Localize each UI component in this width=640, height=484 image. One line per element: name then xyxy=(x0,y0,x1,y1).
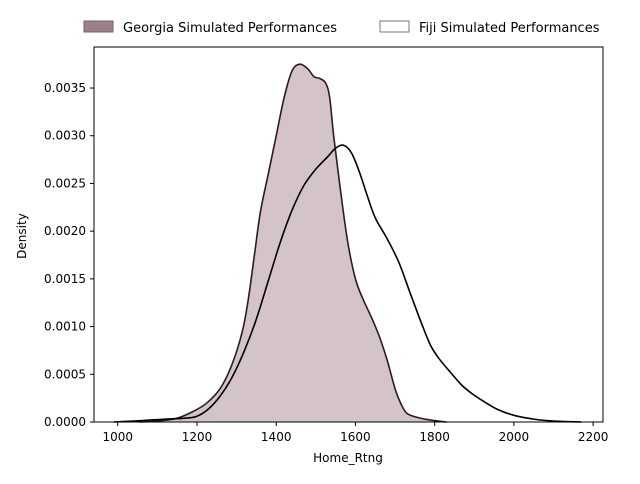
x-tick-label: 2000 xyxy=(499,430,530,444)
y-axis-label: Density xyxy=(15,213,29,259)
x-tick-label: 1800 xyxy=(419,430,450,444)
x-tick-label: 1200 xyxy=(182,430,213,444)
legend-swatch-fiji xyxy=(380,21,409,32)
x-tick-label: 1000 xyxy=(102,430,133,444)
y-tick-label: 0.0035 xyxy=(44,81,86,95)
y-tick-label: 0.0010 xyxy=(44,320,86,334)
y-tick-label: 0.0005 xyxy=(44,367,86,381)
y-tick-label: 0.0000 xyxy=(44,415,86,429)
legend-label-georgia: Georgia Simulated Performances xyxy=(123,21,337,36)
x-tick-label: 1400 xyxy=(261,430,292,444)
legend-label-fiji: Fiji Simulated Performances xyxy=(419,21,600,36)
y-tick-label: 0.0030 xyxy=(44,129,86,143)
x-tick-label: 1600 xyxy=(340,430,371,444)
y-tick-label: 0.0015 xyxy=(44,272,86,286)
y-tick-label: 0.0025 xyxy=(44,176,86,190)
x-axis-label: Home_Rtng xyxy=(313,451,383,465)
y-tick-label: 0.0020 xyxy=(44,224,86,238)
x-tick-label: 2200 xyxy=(578,430,609,444)
legend-swatch-georgia xyxy=(84,21,113,32)
